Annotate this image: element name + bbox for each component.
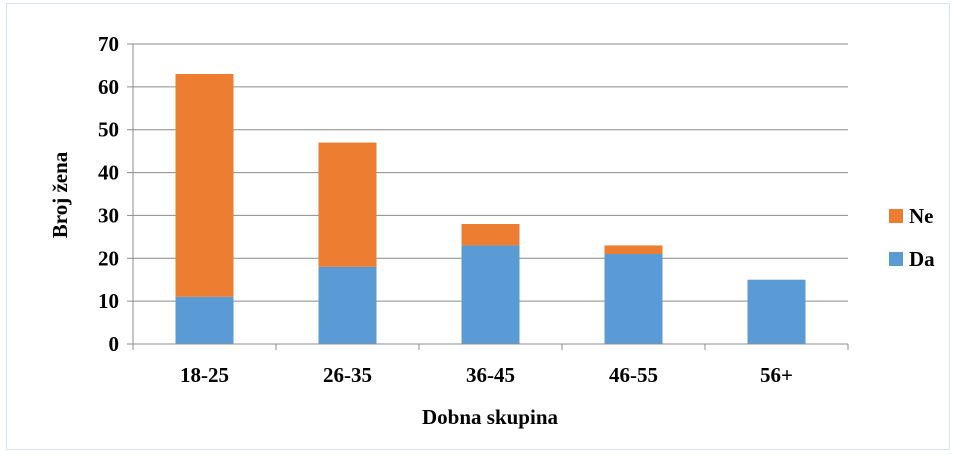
- y-tick-label: 70: [98, 32, 119, 56]
- legend: Ne Da: [889, 204, 935, 271]
- x-axis-title: Dobna skupina: [422, 405, 558, 429]
- x-tick-label: 56+: [760, 363, 793, 387]
- x-tick-label: 46-55: [609, 363, 658, 387]
- bar-ne-46-55: [604, 245, 663, 254]
- legend-label-ne: Ne: [909, 204, 934, 228]
- y-axis-title: Broj žena: [48, 151, 72, 238]
- bar-da-26-35: [318, 266, 377, 344]
- y-tick-label: 60: [98, 75, 119, 99]
- bars: [175, 74, 806, 344]
- bar-ne-26-35: [318, 142, 377, 267]
- y-tick-label: 40: [98, 161, 119, 185]
- bar-da-18-25: [175, 296, 234, 344]
- y-tick-label: 0: [109, 332, 120, 356]
- bar-da-46-55: [604, 254, 663, 344]
- y-tick-label: 10: [98, 289, 119, 313]
- legend-label-da: Da: [909, 247, 935, 271]
- bar-da-36-45: [461, 245, 520, 344]
- y-tick-label: 30: [98, 203, 119, 227]
- bar-ne-36-45: [461, 224, 520, 246]
- bar-ne-18-25: [175, 74, 234, 297]
- y-tick-label: 50: [98, 118, 119, 142]
- bar-da-56+: [747, 279, 806, 344]
- x-tick-label: 36-45: [466, 363, 515, 387]
- legend-swatch-da: [889, 252, 903, 266]
- x-tick-label: 26-35: [323, 363, 372, 387]
- x-tick-label: 18-25: [180, 363, 229, 387]
- tick-labels: 0 10 20 30 40 50 60 70 18-25 26-35 36-45 46-55 56+: [98, 32, 793, 387]
- axes: [127, 43, 849, 350]
- y-tick-label: 20: [98, 246, 119, 270]
- legend-swatch-ne: [889, 209, 903, 223]
- gridlines: [133, 43, 848, 302]
